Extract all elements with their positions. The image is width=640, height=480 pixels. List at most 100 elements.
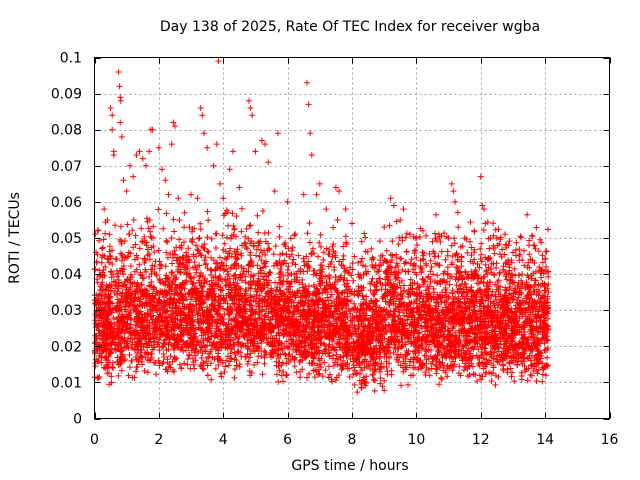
data-point <box>207 360 214 367</box>
data-point <box>139 239 146 246</box>
data-point <box>381 377 388 384</box>
data-point <box>181 360 188 367</box>
data-point <box>233 256 240 263</box>
data-point <box>306 220 313 227</box>
data-point <box>250 272 257 279</box>
data-point <box>488 370 495 377</box>
data-point <box>399 343 406 350</box>
data-point <box>277 326 284 333</box>
data-point <box>421 333 428 340</box>
data-point <box>276 233 283 240</box>
data-point <box>138 225 145 232</box>
data-point <box>115 361 122 368</box>
data-point <box>109 305 116 312</box>
data-point <box>176 361 183 368</box>
data-point <box>535 366 542 373</box>
data-point <box>441 230 448 237</box>
data-point <box>351 364 358 371</box>
data-point <box>189 236 196 243</box>
data-point <box>211 306 218 313</box>
data-point <box>495 348 502 355</box>
data-point <box>379 281 386 288</box>
data-point <box>461 315 468 322</box>
data-point <box>227 235 234 242</box>
data-point <box>367 287 374 294</box>
data-point <box>238 228 245 235</box>
data-point <box>280 272 287 279</box>
data-point <box>286 296 293 303</box>
data-point <box>322 273 329 280</box>
data-point <box>258 330 265 337</box>
data-point <box>501 251 508 258</box>
data-point <box>200 337 207 344</box>
data-point <box>342 233 349 240</box>
data-point <box>419 249 426 256</box>
data-point <box>231 273 238 280</box>
data-point <box>130 216 137 223</box>
data-point <box>339 365 346 372</box>
data-point <box>157 300 164 307</box>
data-point <box>518 234 525 241</box>
data-point <box>275 344 282 351</box>
data-point <box>503 276 510 283</box>
data-point <box>169 305 176 312</box>
data-point <box>376 238 383 245</box>
data-point <box>335 290 342 297</box>
data-point <box>490 362 497 369</box>
data-point <box>217 284 224 291</box>
data-point <box>391 293 398 300</box>
data-point <box>153 272 160 279</box>
data-point <box>279 250 286 257</box>
data-point <box>302 339 309 346</box>
data-point <box>422 312 429 319</box>
data-point <box>234 251 241 258</box>
data-point <box>533 377 540 384</box>
data-point <box>176 236 183 243</box>
data-point <box>170 296 177 303</box>
data-point <box>430 315 437 322</box>
data-point <box>500 352 507 359</box>
data-point <box>124 314 131 321</box>
data-point <box>268 351 275 358</box>
data-point <box>266 268 273 275</box>
data-point <box>468 252 475 259</box>
data-point <box>434 272 441 279</box>
data-point <box>341 340 348 347</box>
data-point <box>256 240 263 247</box>
data-point <box>495 308 502 315</box>
data-point <box>502 231 509 238</box>
data-point <box>196 307 203 314</box>
data-point <box>534 329 541 336</box>
data-point <box>378 360 385 367</box>
data-point <box>147 228 154 235</box>
data-point <box>523 366 530 373</box>
data-point <box>535 248 542 255</box>
data-point <box>461 299 468 306</box>
data-point <box>280 332 287 339</box>
data-point <box>434 280 441 287</box>
data-point <box>329 253 336 260</box>
data-point <box>340 327 347 334</box>
data-point <box>275 378 282 385</box>
data-point <box>297 374 304 381</box>
data-point <box>466 320 473 327</box>
data-point <box>141 233 148 240</box>
data-point <box>125 335 132 342</box>
data-point <box>310 367 317 374</box>
data-point <box>225 320 232 327</box>
data-point <box>204 208 211 215</box>
data-point <box>472 293 479 300</box>
data-point <box>316 281 323 288</box>
data-point <box>225 362 232 369</box>
data-point <box>402 339 409 346</box>
data-point <box>109 247 116 254</box>
data-point <box>96 346 103 353</box>
data-point <box>408 285 415 292</box>
data-point <box>367 366 374 373</box>
data-point <box>371 345 378 352</box>
data-point <box>495 226 502 233</box>
data-point <box>401 282 408 289</box>
data-point <box>444 264 451 271</box>
data-point <box>404 316 411 323</box>
